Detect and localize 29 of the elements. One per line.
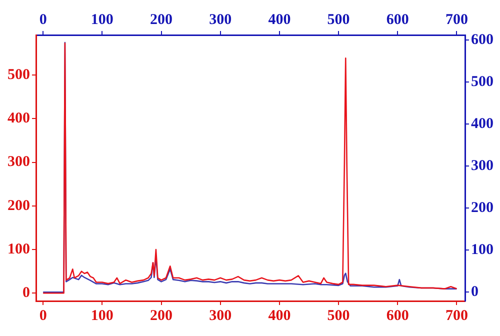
x2-tick-label: 300 <box>209 12 232 28</box>
x2-tick-label: 700 <box>445 12 468 28</box>
x-tick-label: 0 <box>39 308 47 324</box>
y2-tick-label: 400 <box>471 116 494 132</box>
x-tick-label: 600 <box>386 308 409 324</box>
x-tick-label: 700 <box>445 308 468 324</box>
y2-tick-label: 100 <box>471 242 494 258</box>
y-tick-label: 400 <box>8 110 30 127</box>
y-tick-label: 100 <box>8 241 30 258</box>
x-tick-label: 200 <box>150 308 173 324</box>
y2-tick-label: 300 <box>471 158 494 174</box>
y2-tick-label: 200 <box>471 200 494 216</box>
y-tick-label: 0 <box>22 285 30 302</box>
x-tick-label: 300 <box>209 308 232 324</box>
x2-tick-label: 100 <box>90 12 114 28</box>
y2-tick-label: 500 <box>471 74 494 90</box>
y2-tick-label: 0 <box>471 284 478 300</box>
x2-tick-label: 500 <box>327 12 350 28</box>
x-tick-label: 500 <box>327 308 350 324</box>
y-tick-label: 300 <box>8 154 30 170</box>
y-tick-label: 500 <box>8 66 30 83</box>
x-tick-label: 100 <box>90 308 114 324</box>
x2-tick-label: 200 <box>150 12 173 28</box>
x2-tick-label: 0 <box>39 12 47 28</box>
y-tick-label: 200 <box>8 198 30 214</box>
x2-tick-label: 600 <box>386 12 409 28</box>
y2-tick-label: 600 <box>471 32 494 48</box>
x2-tick-label: 400 <box>268 12 291 28</box>
x-tick-label: 400 <box>268 308 291 324</box>
